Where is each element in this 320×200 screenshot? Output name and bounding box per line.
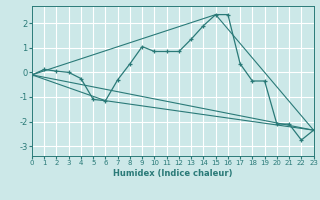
X-axis label: Humidex (Indice chaleur): Humidex (Indice chaleur): [113, 169, 233, 178]
